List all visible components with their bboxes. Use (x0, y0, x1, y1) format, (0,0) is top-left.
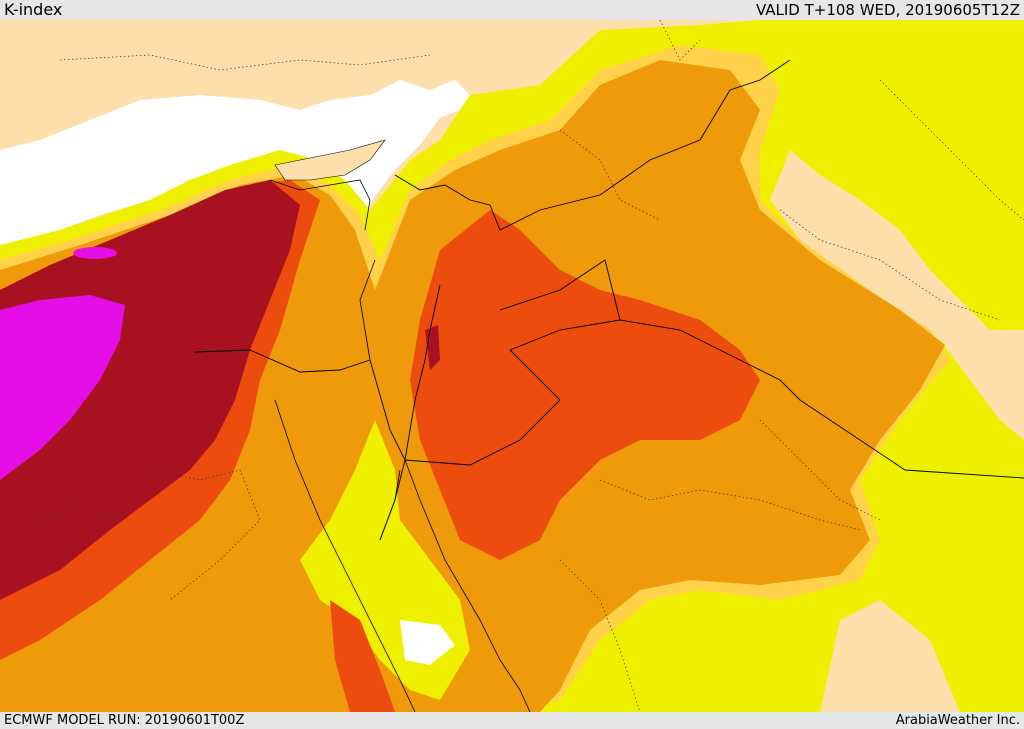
zone-white-sinai (400, 620, 455, 665)
footer-bar: ECMWF MODEL RUN: 20190601T00Z ArabiaWeat… (0, 712, 1024, 729)
zone-dark-orange-south (330, 600, 395, 712)
zone-maroon (0, 180, 300, 600)
valid-time: VALID T+108 WED, 20190605T12Z (755, 1, 1020, 19)
zone-dark-orange-levant (410, 210, 760, 560)
zone-magenta-patch (73, 247, 117, 259)
map-canvas (0, 20, 1024, 712)
header-bar: K-index VALID T+108 WED, 20190605T12Z (0, 0, 1024, 20)
map-title: K-index (4, 0, 63, 19)
model-run: ECMWF MODEL RUN: 20190601T00Z (4, 713, 245, 728)
admin-borders (29, 20, 1024, 712)
credit-text: ArabiaWeather Inc. (895, 713, 1020, 728)
cyprus-island (274, 139, 386, 181)
aegean-coast (0, 20, 70, 95)
coastline (269, 179, 531, 712)
k-index-map[interactable] (0, 20, 1024, 712)
zone-magenta (0, 295, 125, 480)
